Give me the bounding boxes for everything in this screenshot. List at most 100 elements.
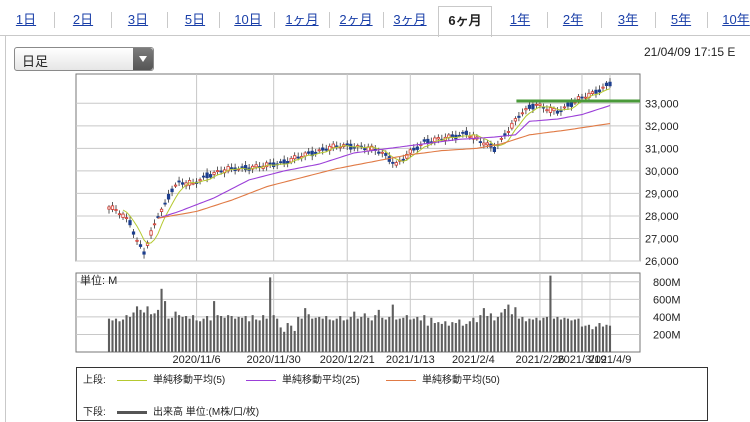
volume-bar xyxy=(227,315,230,352)
volume-bar xyxy=(412,318,415,352)
volume-bar xyxy=(153,313,156,352)
volume-bar xyxy=(283,331,286,352)
tab-13[interactable]: 10年 xyxy=(722,12,750,27)
volume-bar xyxy=(608,325,612,352)
tab-9[interactable]: 1年 xyxy=(509,12,531,27)
candle-body xyxy=(219,170,223,173)
candle-body xyxy=(566,102,570,107)
candle-body xyxy=(601,86,605,89)
tab-3[interactable]: 5日 xyxy=(184,12,206,27)
candle-body xyxy=(212,172,216,175)
candle-body xyxy=(131,231,136,235)
volume-tick-label: 800M xyxy=(653,277,681,289)
volume-bar xyxy=(314,317,317,352)
interval-select[interactable]: 日足 xyxy=(14,47,154,71)
volume-bar xyxy=(353,311,356,352)
candle-body xyxy=(580,96,584,99)
volume-bar xyxy=(237,316,240,352)
candle-body xyxy=(391,161,395,164)
candle-body xyxy=(229,167,234,170)
volume-bar xyxy=(156,309,160,352)
tab-4[interactable]: 10日 xyxy=(234,12,262,27)
candle-body xyxy=(492,146,497,152)
tab-2[interactable]: 3日 xyxy=(127,12,149,27)
candle-body xyxy=(583,96,588,99)
candle-body xyxy=(324,148,328,151)
candle-body xyxy=(594,89,598,94)
legend-lower-label: 下段: xyxy=(83,407,106,418)
volume-bar xyxy=(328,319,331,352)
candle-body xyxy=(384,153,388,156)
candle-body xyxy=(251,165,255,170)
candle-body xyxy=(604,82,609,87)
candle-body xyxy=(576,96,581,100)
volume-bar xyxy=(423,315,426,352)
tab-10[interactable]: 2年 xyxy=(562,12,584,27)
volume-bar xyxy=(125,315,128,352)
candle-body xyxy=(562,106,567,109)
tab-11[interactable]: 3年 xyxy=(617,12,639,27)
volume-bar xyxy=(472,317,475,352)
volume-bar xyxy=(132,312,135,352)
volume-bar xyxy=(507,304,510,352)
volume-bar xyxy=(332,320,335,352)
volume-bar xyxy=(146,306,149,352)
candle-body xyxy=(412,147,416,151)
volume-bar xyxy=(451,322,454,352)
candle-body xyxy=(293,155,297,160)
volume-bar xyxy=(577,318,580,352)
candle-body xyxy=(117,213,122,216)
volume-bar xyxy=(349,316,352,352)
tab-7[interactable]: 3ヶ月 xyxy=(393,12,427,27)
volume-bar xyxy=(535,317,538,352)
volume-bar xyxy=(384,319,387,352)
candle-body xyxy=(485,142,490,146)
volume-bar xyxy=(573,319,577,352)
volume-bar xyxy=(402,317,405,352)
volume-bar xyxy=(325,316,328,352)
ma25-line xyxy=(157,104,611,219)
legend-ma5: 単純移動平均(5) xyxy=(113,371,225,386)
volume-bar xyxy=(503,308,506,352)
volume-bar xyxy=(142,312,146,352)
volume-bar xyxy=(265,318,268,352)
tab-1[interactable]: 2日 xyxy=(72,12,94,27)
volume-bar xyxy=(549,275,552,352)
candle-body xyxy=(608,81,612,87)
volume-bar xyxy=(321,318,324,352)
chart-panel xyxy=(5,36,750,422)
volume-bar xyxy=(346,319,349,352)
legend-ma25-label: 単純移動平均(25) xyxy=(282,375,360,386)
volume-bar xyxy=(524,321,527,352)
volume-bar xyxy=(419,320,422,352)
volume-bar xyxy=(164,301,167,352)
volume-bar xyxy=(433,323,436,352)
volume-bar xyxy=(206,316,209,352)
candle-body xyxy=(159,208,164,212)
candle-body xyxy=(240,166,244,169)
candle-body xyxy=(569,101,574,107)
price-plot-frame xyxy=(75,73,641,262)
volume-bar xyxy=(195,320,198,352)
candle-body xyxy=(191,182,195,185)
candle-body xyxy=(552,108,556,112)
volume-bar xyxy=(489,313,492,352)
volume-bar xyxy=(272,315,275,352)
chevron-down-icon[interactable] xyxy=(133,48,153,70)
tab-6[interactable]: 2ヶ月 xyxy=(339,12,373,27)
tab-5[interactable]: 1ヶ月 xyxy=(285,12,319,27)
tab-12[interactable]: 5年 xyxy=(670,12,692,27)
candle-body xyxy=(401,158,405,161)
candle-body xyxy=(510,122,514,129)
volume-bar xyxy=(223,317,226,352)
candle-body xyxy=(377,151,381,154)
candle-body xyxy=(370,145,374,151)
volume-bar xyxy=(251,315,254,352)
candle-body xyxy=(279,161,283,164)
volume-bar xyxy=(118,321,121,352)
volume-bar xyxy=(255,319,258,352)
tab-0[interactable]: 1日 xyxy=(15,12,37,27)
tab-separator xyxy=(600,12,602,28)
legend-ma25-swatch xyxy=(246,379,276,381)
tab-8[interactable]: 6ヶ月 xyxy=(438,6,492,37)
